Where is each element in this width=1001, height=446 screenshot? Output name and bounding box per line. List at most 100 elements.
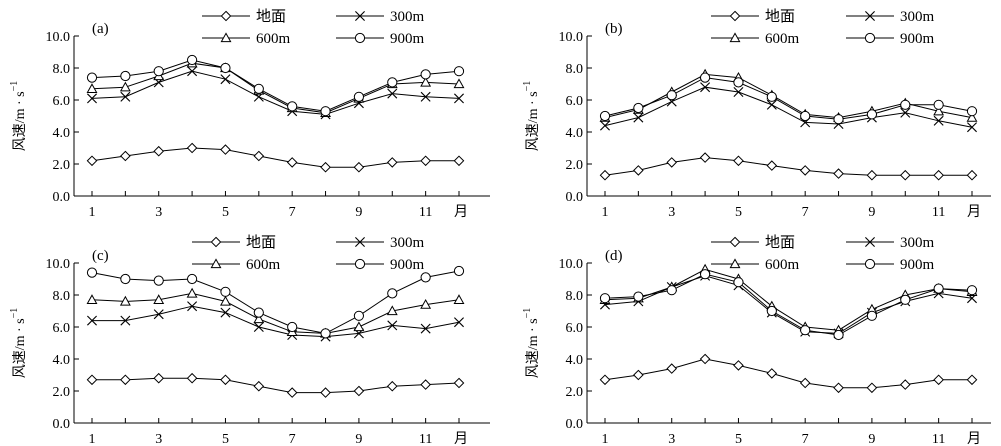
legend-marker (354, 258, 366, 270)
data-point (387, 77, 398, 88)
legend-entry: 600m (192, 257, 281, 273)
data-point (220, 144, 231, 155)
data-point (386, 380, 398, 392)
data-point (799, 377, 811, 389)
legend-entry: 300m (846, 9, 935, 25)
data-point (253, 322, 264, 332)
data-point (699, 353, 711, 365)
series-line (604, 268, 973, 331)
y-axis-label-exponent: −1 (522, 81, 533, 92)
data-point (320, 328, 331, 339)
series-line (604, 273, 973, 336)
chart-panel-c: 0.0 2.0 4.0 6.0 8.0 10.0 1 3 5 7 9 11 月 风速/m · s−1 (c)… (9, 234, 490, 446)
data-point (866, 382, 878, 394)
y-tick-label: 0.0 (566, 417, 584, 432)
legend-marker (864, 258, 876, 270)
panel-label: (c) (92, 248, 109, 264)
y-tick-label: 6.0 (53, 94, 71, 109)
data-point (799, 165, 811, 176)
data-point (453, 155, 465, 167)
data-point (966, 111, 978, 122)
legend-entry: 地面 (192, 234, 276, 251)
series-line (91, 62, 460, 114)
data-point (353, 161, 365, 173)
series-line (604, 86, 973, 128)
series-600m (599, 263, 978, 335)
data-point (220, 286, 231, 297)
data-point (320, 161, 331, 173)
x-tick-label: 7 (802, 205, 809, 220)
series-900m (599, 72, 978, 125)
data-point (933, 105, 945, 116)
series-line (604, 77, 973, 120)
y-tick-label: 8.0 (53, 289, 71, 304)
data-point (186, 287, 198, 298)
data-point (353, 385, 365, 397)
x-tick-label: 5 (222, 205, 229, 220)
data-point (666, 157, 678, 168)
data-point (966, 169, 978, 181)
legend: 地面 300m 600m 900m (711, 234, 935, 273)
data-point (633, 112, 644, 123)
data-point (186, 142, 198, 154)
legend-marker (354, 32, 366, 44)
x-tick-label: 1 (89, 205, 96, 220)
data-point (153, 309, 164, 320)
series-line (92, 305, 460, 338)
legend-entry: 300m (336, 9, 425, 25)
series-300m (87, 301, 464, 342)
legend-label: 300m (390, 9, 425, 25)
data-point (599, 374, 611, 386)
series-line (91, 292, 460, 334)
data-point (387, 320, 398, 331)
series-line (604, 73, 973, 119)
series-地面 (599, 152, 978, 181)
data-point (933, 115, 944, 126)
x-tick-label: 5 (735, 432, 742, 446)
data-point (733, 77, 744, 88)
legend-label: 600m (246, 257, 281, 273)
legend-marker (729, 258, 741, 269)
data-point (966, 106, 978, 117)
data-point (120, 70, 131, 82)
y-axis-label-exponent: −1 (9, 308, 20, 319)
data-point (119, 295, 131, 306)
data-point (86, 267, 98, 278)
data-point (700, 82, 711, 93)
series-300m (600, 270, 977, 339)
data-point (120, 374, 131, 386)
series-line (604, 358, 972, 389)
y-tick-label: 6.0 (566, 94, 584, 109)
x-tick-label: 11 (932, 432, 945, 446)
series-line (604, 275, 973, 334)
data-point (187, 301, 198, 312)
data-point (120, 273, 131, 285)
legend-label: 300m (900, 235, 935, 251)
data-point (454, 317, 464, 328)
data-point (766, 305, 777, 317)
data-point (900, 107, 911, 118)
legend-label: 600m (256, 31, 291, 47)
data-point (666, 285, 677, 296)
data-point (899, 169, 911, 181)
data-point (833, 114, 844, 125)
data-point (120, 91, 131, 102)
y-axis-label: 风速/m · s−1 (9, 81, 28, 152)
legend-label: 900m (900, 257, 935, 273)
y-tick-label: 6.0 (566, 321, 584, 336)
x-tick-label: 9 (868, 205, 875, 220)
chart-panel-a: 0.0 2.0 4.0 6.0 8.0 10.0 1 3 5 7 9 11 月 风速/m · s−1 (a)… (9, 8, 490, 220)
data-point (86, 374, 98, 386)
x-tick-label: 7 (289, 432, 296, 446)
x-tick-label: 3 (155, 205, 162, 220)
y-tick-label: 8.0 (566, 62, 584, 77)
data-point (900, 99, 911, 110)
legend-marker (729, 32, 741, 43)
legend: 地面 300m 600m 900m (711, 8, 935, 47)
data-point (453, 66, 465, 77)
data-point (153, 372, 165, 384)
series-600m (86, 287, 465, 338)
data-point (699, 72, 711, 83)
data-point (287, 321, 298, 333)
legend-entry: 地面 (202, 8, 286, 25)
